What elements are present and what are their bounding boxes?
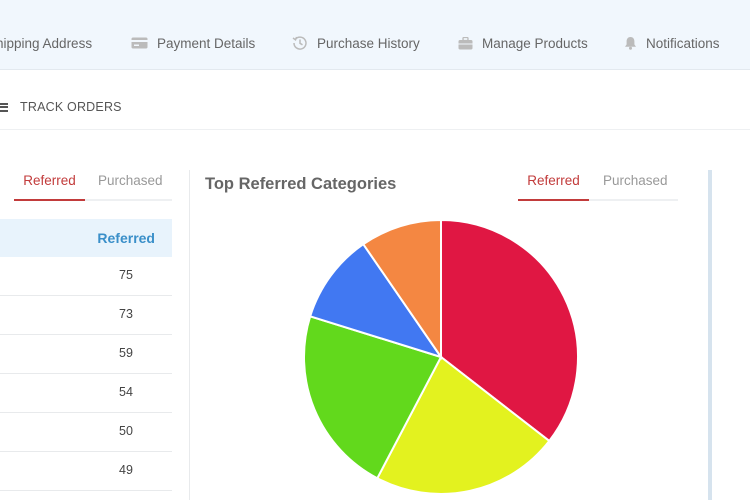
table-row: 75 [0,257,172,296]
table-row: 50 [0,413,172,452]
nav-label: Notifications [646,35,720,51]
nav-shipping-address[interactable]: hipping Address [0,34,92,52]
pie-slice-3[interactable] [303,315,443,480]
top-navigation: hipping Address Payment Details Purchase… [0,0,750,70]
column-header-referred[interactable]: Referred [97,230,155,246]
nav-payment-details[interactable]: Payment Details [131,34,255,52]
menu-icon [0,102,8,112]
referred-count: 75 [119,268,133,282]
table-header: Referred [0,219,172,257]
tab-purchased[interactable]: Purchased [603,173,668,188]
divider [0,129,750,130]
nav-label: Payment Details [157,35,256,51]
table-row: 54 [0,374,172,413]
referred-count: 73 [119,307,133,321]
tab-referred[interactable]: Referred [14,169,85,201]
pie-slice-1[interactable] [440,218,579,443]
pie-slice-5[interactable] [361,218,442,361]
nav-label: hipping Address [0,35,93,51]
table-row: 59 [0,335,172,374]
referred-count: 50 [119,424,133,438]
briefcase-icon [458,36,473,49]
history-icon [292,36,307,50]
track-orders-toggle[interactable]: TRACK ORDERS [0,98,122,116]
chart-title: Top Referred Categories [205,175,397,193]
tab-purchased[interactable]: Purchased [98,173,163,188]
table-row: 49 [0,452,172,491]
panel-divider [189,170,190,500]
tab-referred[interactable]: Referred [518,169,589,201]
track-orders-label: TRACK ORDERS [20,100,122,114]
right-panel-edge [708,170,712,500]
pie-slice-4[interactable] [308,242,444,359]
referred-count: 59 [119,346,133,360]
referred-count: 54 [119,385,133,399]
chart-panel-tabs: Referred Purchased [518,169,678,201]
nav-manage-products[interactable]: Manage Products [458,34,588,52]
nav-notifications[interactable]: Notifications [624,34,720,52]
pie-slice-2[interactable] [375,355,551,496]
table-row: 73 [0,296,172,335]
referred-count: 49 [119,463,133,477]
credit-card-icon [131,37,148,49]
nav-purchase-history[interactable]: Purchase History [292,34,420,52]
nav-label: Purchase History [317,35,420,51]
nav-label: Manage Products [482,35,588,51]
bell-icon [625,37,636,50]
left-panel-tabs: Referred Purchased [14,169,172,201]
